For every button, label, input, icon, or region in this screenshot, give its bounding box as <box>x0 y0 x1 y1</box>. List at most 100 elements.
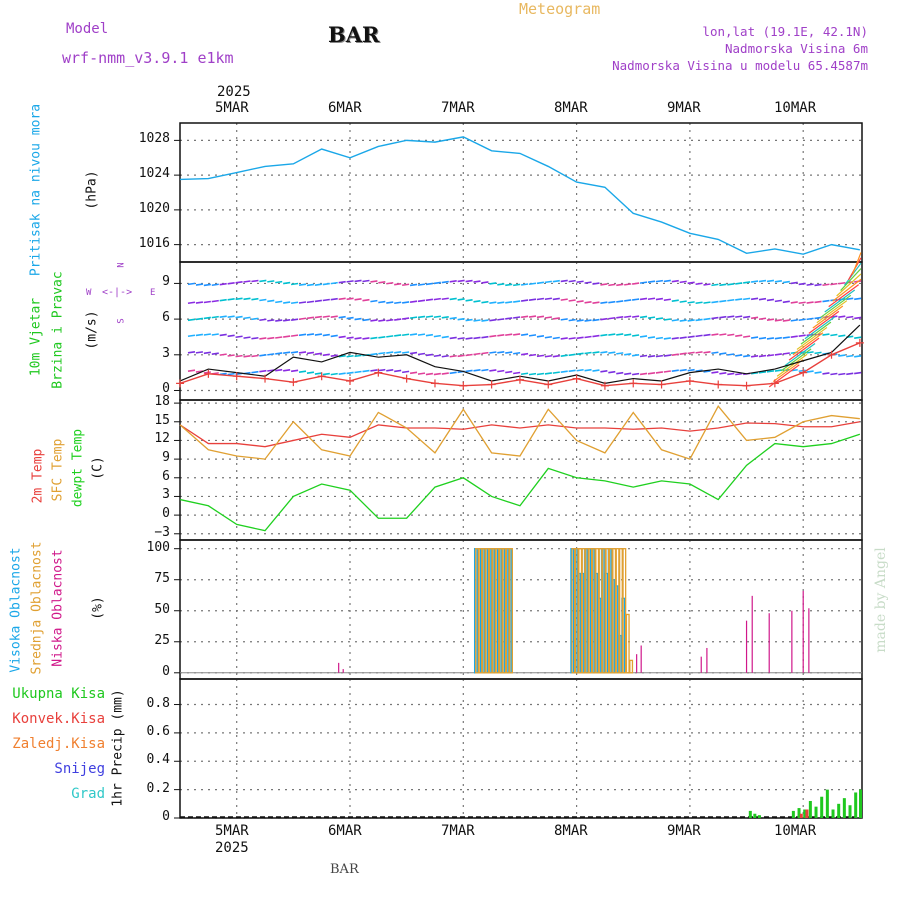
wind-arrow <box>187 334 196 338</box>
wind-arrow <box>592 318 600 322</box>
wind-arrow <box>616 352 624 355</box>
wind-arrow <box>338 315 346 319</box>
wind-arrow <box>314 333 322 336</box>
wind-arrow <box>695 369 703 372</box>
wind-arrow <box>449 297 457 301</box>
mid-cloud-bar <box>571 548 576 674</box>
wind-arrow <box>283 301 291 304</box>
x-tick-label-top: 6MAR <box>328 100 362 116</box>
wind-arrow <box>203 371 211 374</box>
x-tick-label-bottom: 8MAR <box>554 823 588 839</box>
wind-arrow <box>711 371 719 374</box>
mid-cloud-bar <box>615 548 620 674</box>
y-tick-label: 0 <box>162 381 170 397</box>
wind-arrow <box>195 317 204 321</box>
wind-arrow <box>322 315 330 318</box>
wind-arrow <box>639 372 648 376</box>
wind-arrow <box>306 283 315 287</box>
y-tick-label: 1024 <box>138 166 170 182</box>
wind-arrow <box>378 351 386 355</box>
wind-arrow <box>473 319 481 322</box>
wind-arrow <box>370 280 378 283</box>
model-name: wrf-nmm_v3.9.1 e1km <box>62 49 234 67</box>
wind-arrow <box>402 351 410 354</box>
wind-arrow <box>608 333 616 336</box>
wind-arrow <box>663 337 671 340</box>
wind-arrow <box>378 300 386 304</box>
wind-arrow <box>505 351 513 354</box>
wind-arrow <box>679 336 687 340</box>
wind-arrow <box>505 333 513 336</box>
panel-frame <box>179 678 863 819</box>
mid-cloud-bar <box>622 548 627 674</box>
wind-arrow <box>267 353 275 356</box>
wind-arrow <box>568 369 576 373</box>
wind-arrow <box>290 351 299 354</box>
wind-arrow <box>330 334 338 338</box>
wind-arrow <box>386 369 394 372</box>
wind-arrow <box>402 333 410 337</box>
wind-arrow <box>251 336 259 340</box>
wind-arrow <box>227 334 235 338</box>
elevation-label: Nadmorska Visina 6m <box>725 41 868 56</box>
wind-arrow <box>203 300 211 304</box>
wind-arrow <box>449 336 457 340</box>
total-rain-bar <box>803 809 807 818</box>
wind-gust-marker <box>261 374 270 383</box>
station-title: BAR <box>328 22 380 47</box>
wind-arrow <box>822 333 830 336</box>
wind-arrow <box>743 335 751 338</box>
wind-arrow <box>520 352 529 356</box>
wind-arrow <box>735 354 743 357</box>
wind-arrow <box>727 333 735 337</box>
wind-gust-marker <box>289 378 298 387</box>
y-tick-label: 1020 <box>138 200 170 216</box>
wind-arrow <box>806 317 814 321</box>
wind-gust-marker <box>346 376 354 385</box>
wind-arrow <box>758 354 767 358</box>
wind-arrow <box>616 371 624 375</box>
wind-arrow <box>814 300 822 304</box>
wind-arrow <box>719 372 727 375</box>
wind-arrow <box>647 372 656 375</box>
wind-arrow <box>489 351 497 354</box>
wind-arrow <box>235 335 243 339</box>
wind-arrow <box>854 336 862 339</box>
wind-arrow <box>750 316 759 320</box>
wind-arrow <box>457 317 465 321</box>
wind-arrow <box>703 317 711 321</box>
wind-arrow <box>782 319 790 322</box>
wind-arrow <box>711 333 719 336</box>
wind-arrow <box>616 283 624 287</box>
wind-arrow <box>719 352 727 355</box>
wind-arrow <box>750 297 759 301</box>
wind-arrow <box>251 279 259 283</box>
wind-arrow <box>758 317 767 321</box>
wind-arrow <box>409 316 418 319</box>
wind-arrow <box>314 315 322 319</box>
wind-arrow <box>800 321 832 345</box>
wind-arrow <box>814 316 822 320</box>
wind-arrow <box>338 297 346 301</box>
wind-arrow <box>187 318 196 322</box>
wind-arrow <box>727 298 735 302</box>
wind-arrow <box>433 372 441 376</box>
wind-arrow <box>275 300 283 304</box>
wind-arrow <box>394 318 402 321</box>
wind-arrow <box>362 369 370 373</box>
wind-arrow <box>568 318 576 322</box>
mid-cloud-bar <box>619 548 623 674</box>
wind-arrow <box>473 352 481 356</box>
mid-cloud-bar <box>602 548 606 674</box>
wind-arrow <box>568 299 576 302</box>
wind-arrow <box>362 279 370 283</box>
wind-arrow <box>259 279 267 283</box>
total-rain-bar <box>837 803 841 818</box>
wind-arrow <box>655 297 664 301</box>
wind-arrow <box>711 283 719 287</box>
wind-arrow <box>616 300 624 303</box>
wind-arrow <box>854 354 862 358</box>
wind-arrow <box>497 301 505 305</box>
wind-arrow <box>663 318 671 321</box>
y-tick-label: 0.6 <box>146 723 170 739</box>
